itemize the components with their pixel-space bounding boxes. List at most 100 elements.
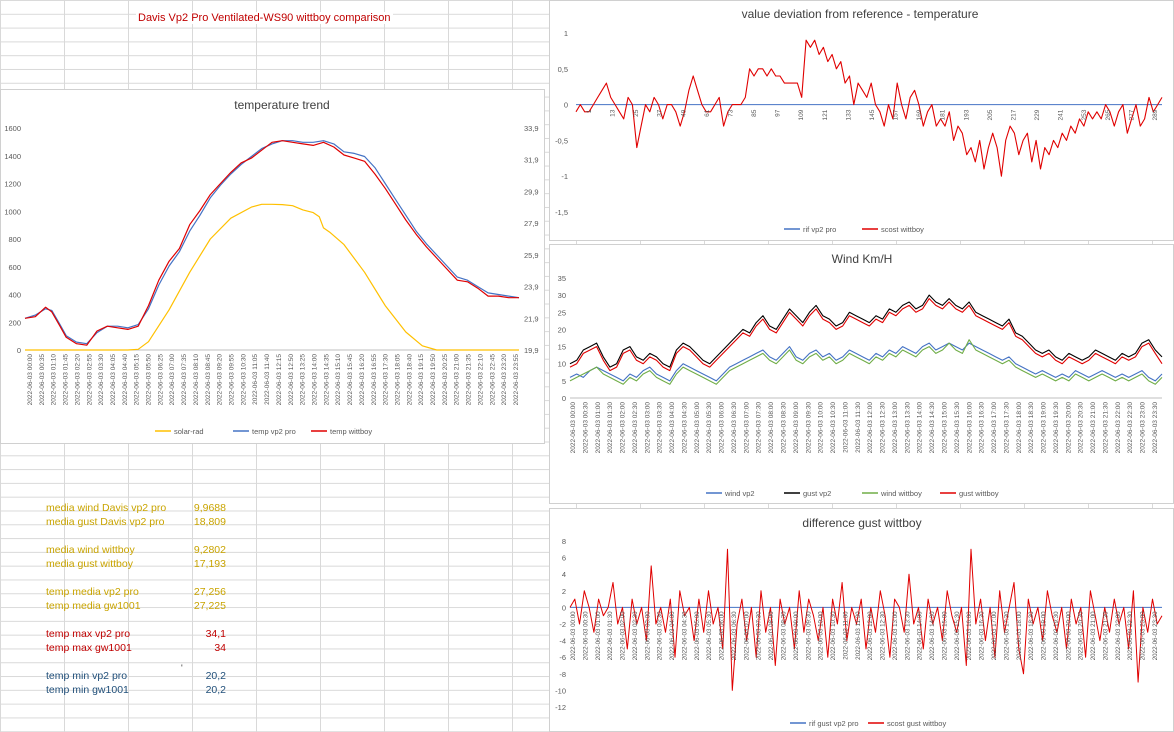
y-tick-label: -6 — [559, 653, 566, 662]
x-tick-label: 2022-06-03 07:35 — [181, 354, 188, 406]
y-tick-label: 10 — [558, 360, 566, 369]
y-tick-label: -1,5 — [555, 208, 568, 217]
y-tick-label: 1200 — [4, 180, 21, 189]
x-tick-label: 2022-06-03 18:30 — [1028, 402, 1035, 454]
stat-temp-min-vp2: temp min vp2 pro 20,2 — [46, 670, 226, 684]
x-tick-label: 2022-06-03 18:05 — [394, 354, 401, 406]
y-tick-label: 0 — [562, 394, 566, 403]
x-tick-label: 2022-06-03 22:10 — [477, 354, 484, 406]
x-tick-label: 2022-06-03 13:25 — [300, 354, 307, 406]
x-tick-label: 2022-06-03 22:30 — [1127, 402, 1134, 454]
x-tick-label: 2022-06-03 21:00 — [1090, 611, 1097, 660]
wind-chart: Wind Km/H 0 5 10 15 20 25 30 35 2022-06-03 00:00 2… — [558, 252, 1163, 498]
x-tick-label: 2022-06-03 02:55 — [86, 354, 93, 406]
x-tick-label: 2022-06-03 00:35 — [39, 354, 46, 406]
x-tick-label: 2022-06-03 09:00 — [793, 402, 800, 454]
y-tick-label: 2 — [562, 587, 566, 596]
x-tick-label: 61 — [704, 109, 711, 117]
stat-label: media wind Davis vp2 pro — [46, 502, 167, 514]
x-tick-label: 2022-06-03 02:00 — [620, 611, 627, 660]
x-tick-label: 2022-06-03 06:30 — [731, 402, 738, 454]
x-tick-label: 2022-06-03 13:00 — [892, 402, 899, 454]
x-tick-label: 2022-06-03 07:30 — [756, 402, 763, 454]
legend-label: solar-rad — [174, 427, 204, 436]
y-tick-label: 1 — [564, 29, 568, 38]
x-tick-label: 277 — [1128, 109, 1135, 120]
x-tick-label: 2022-06-03 00:00 — [27, 354, 34, 406]
x-tick-label: 2022-06-03 05:00 — [694, 402, 701, 454]
stat-value: 18,809 — [193, 516, 226, 528]
stat-value: 27,225 — [193, 600, 226, 612]
x-tick-label: 2022-06-03 08:10 — [193, 354, 200, 406]
y-tick-label: 8 — [562, 537, 566, 546]
stat-value: 17,193 — [193, 558, 226, 570]
chart-title: Wind Km/H — [832, 252, 893, 266]
x-tick-label: 2022-06-03 15:10 — [335, 354, 342, 406]
y-tick-label: 0,5 — [558, 65, 568, 74]
temperature-trend-panel[interactable]: temperature trend 0 200 400 600 800 1000 1200 14… — [0, 89, 545, 444]
x-tick-label: 2022-06-03 04:00 — [669, 402, 676, 454]
legend-label: gust wittboy — [959, 489, 999, 498]
legend-label: temp vp2 pro — [252, 427, 296, 436]
gust-difference-chart: difference gust wittboy 8 6 4 2 0 -2 -4 -6 -8 -10 -… — [555, 516, 1163, 728]
y-tick-label: 1000 — [4, 207, 21, 216]
x-tick-label: 2022-06-03 16:00 — [966, 611, 973, 660]
x-tick-label: 2022-06-03 19:30 — [1053, 402, 1060, 454]
x-tick-label: 2022-06-03 03:30 — [657, 611, 664, 660]
x-tick-label: 2022-06-03 23:00 — [1140, 402, 1147, 454]
gust-difference-panel[interactable]: difference gust wittboy 8 6 4 2 0 -2 -4 -6 -8 -10 -… — [549, 508, 1174, 732]
stat-media-wind-vp2: media wind Davis vp2 pro 9,9688 — [46, 502, 226, 516]
y2-tick-label: 23,9 — [524, 283, 539, 292]
x-tick-label: 2022-06-03 15:45 — [347, 354, 354, 406]
stat-temp-media-vp2: temp media vp2 pro 27,256 — [46, 586, 226, 600]
x-tick-label: 2022-06-03 08:30 — [781, 402, 788, 454]
legend-label: rif gust vp2 pro — [809, 719, 859, 728]
stat-temp-max-vp2: temp max vp2 pro 34,1 — [46, 628, 226, 642]
x-tick-label: 2022-06-03 23:55 — [513, 354, 520, 406]
wind-panel[interactable]: Wind Km/H 0 5 10 15 20 25 30 35 2022-06-03 00:00 2… — [549, 244, 1174, 504]
legend-label: scost wittboy — [881, 225, 924, 234]
x-tick-label: 2022-06-03 03:30 — [657, 402, 664, 454]
x-tick-label: 229 — [1034, 109, 1041, 120]
x-tick-label: 169 — [916, 109, 923, 120]
x-tick-label: 181 — [940, 109, 947, 120]
x-tick-label: 2022-06-03 05:30 — [706, 611, 713, 660]
x-tick-label: 265 — [1105, 109, 1112, 120]
x-tick-label: 2022-06-03 05:50 — [146, 354, 153, 406]
x-tick-label: 2022-06-03 13:00 — [892, 611, 899, 660]
y2-tick-label: 19,9 — [524, 346, 539, 355]
y2-tick-label: 31,9 — [524, 156, 539, 165]
stat-label: temp max vp2 pro — [46, 628, 131, 640]
stat-media-gust-wittboy: media gust wittboy 17,193 — [46, 558, 226, 572]
x-tick-label: 2022-06-03 11:30 — [855, 402, 862, 453]
y-tick-label: 800 — [8, 235, 21, 244]
x-tick-label: 2022-06-03 19:30 — [1053, 611, 1060, 660]
series-line-gust-vp2 — [569, 294, 1163, 368]
x-tick-label: 2022-06-03 01:30 — [607, 611, 614, 660]
x-tick-label: 73 — [728, 109, 735, 117]
x-tick-label: 2022-06-03 20:00 — [1065, 402, 1072, 454]
x-tick-label: 2022-06-03 02:00 — [620, 402, 627, 454]
y-tick-label: 0 — [17, 346, 21, 355]
sheet-title: Davis Vp2 Pro Ventilated-WS90 wittboy co… — [136, 12, 393, 24]
temperature-deviation-panel[interactable]: value deviation from reference - tempera… — [549, 0, 1174, 241]
y2-tick-label: 33,9 — [524, 124, 539, 133]
x-tick-label: 121 — [822, 109, 829, 120]
x-tick-label: 2022-06-03 21:00 — [454, 354, 461, 406]
x-tick-label: 2022-06-03 06:00 — [719, 611, 726, 660]
x-tick-label: 2022-06-03 07:30 — [756, 611, 763, 660]
x-tick-label: 2022-06-03 08:00 — [768, 402, 775, 454]
x-tick-label: 2022-06-03 14:35 — [323, 354, 330, 406]
stat-value: 20,2 — [205, 684, 226, 696]
stat-value: 27,256 — [193, 586, 226, 598]
y-tick-label: -8 — [559, 670, 566, 679]
x-tick-label: 2022-06-03 12:30 — [880, 611, 887, 660]
stat-temp-min-gw: temp min gw1001 20,2 — [46, 684, 226, 698]
x-tick-label: 2022-06-03 07:00 — [743, 611, 750, 660]
x-tick-label: 2022-06-03 14:00 — [917, 611, 924, 660]
x-tick-label: 2022-06-03 15:30 — [954, 402, 961, 454]
x-tick-label: 2022-06-03 21:30 — [1102, 611, 1109, 660]
x-tick-label: 2022-06-03 01:45 — [63, 354, 70, 406]
stat-label: temp media gw1001 — [46, 600, 141, 612]
x-tick-label: 2022-06-03 16:55 — [371, 354, 378, 406]
